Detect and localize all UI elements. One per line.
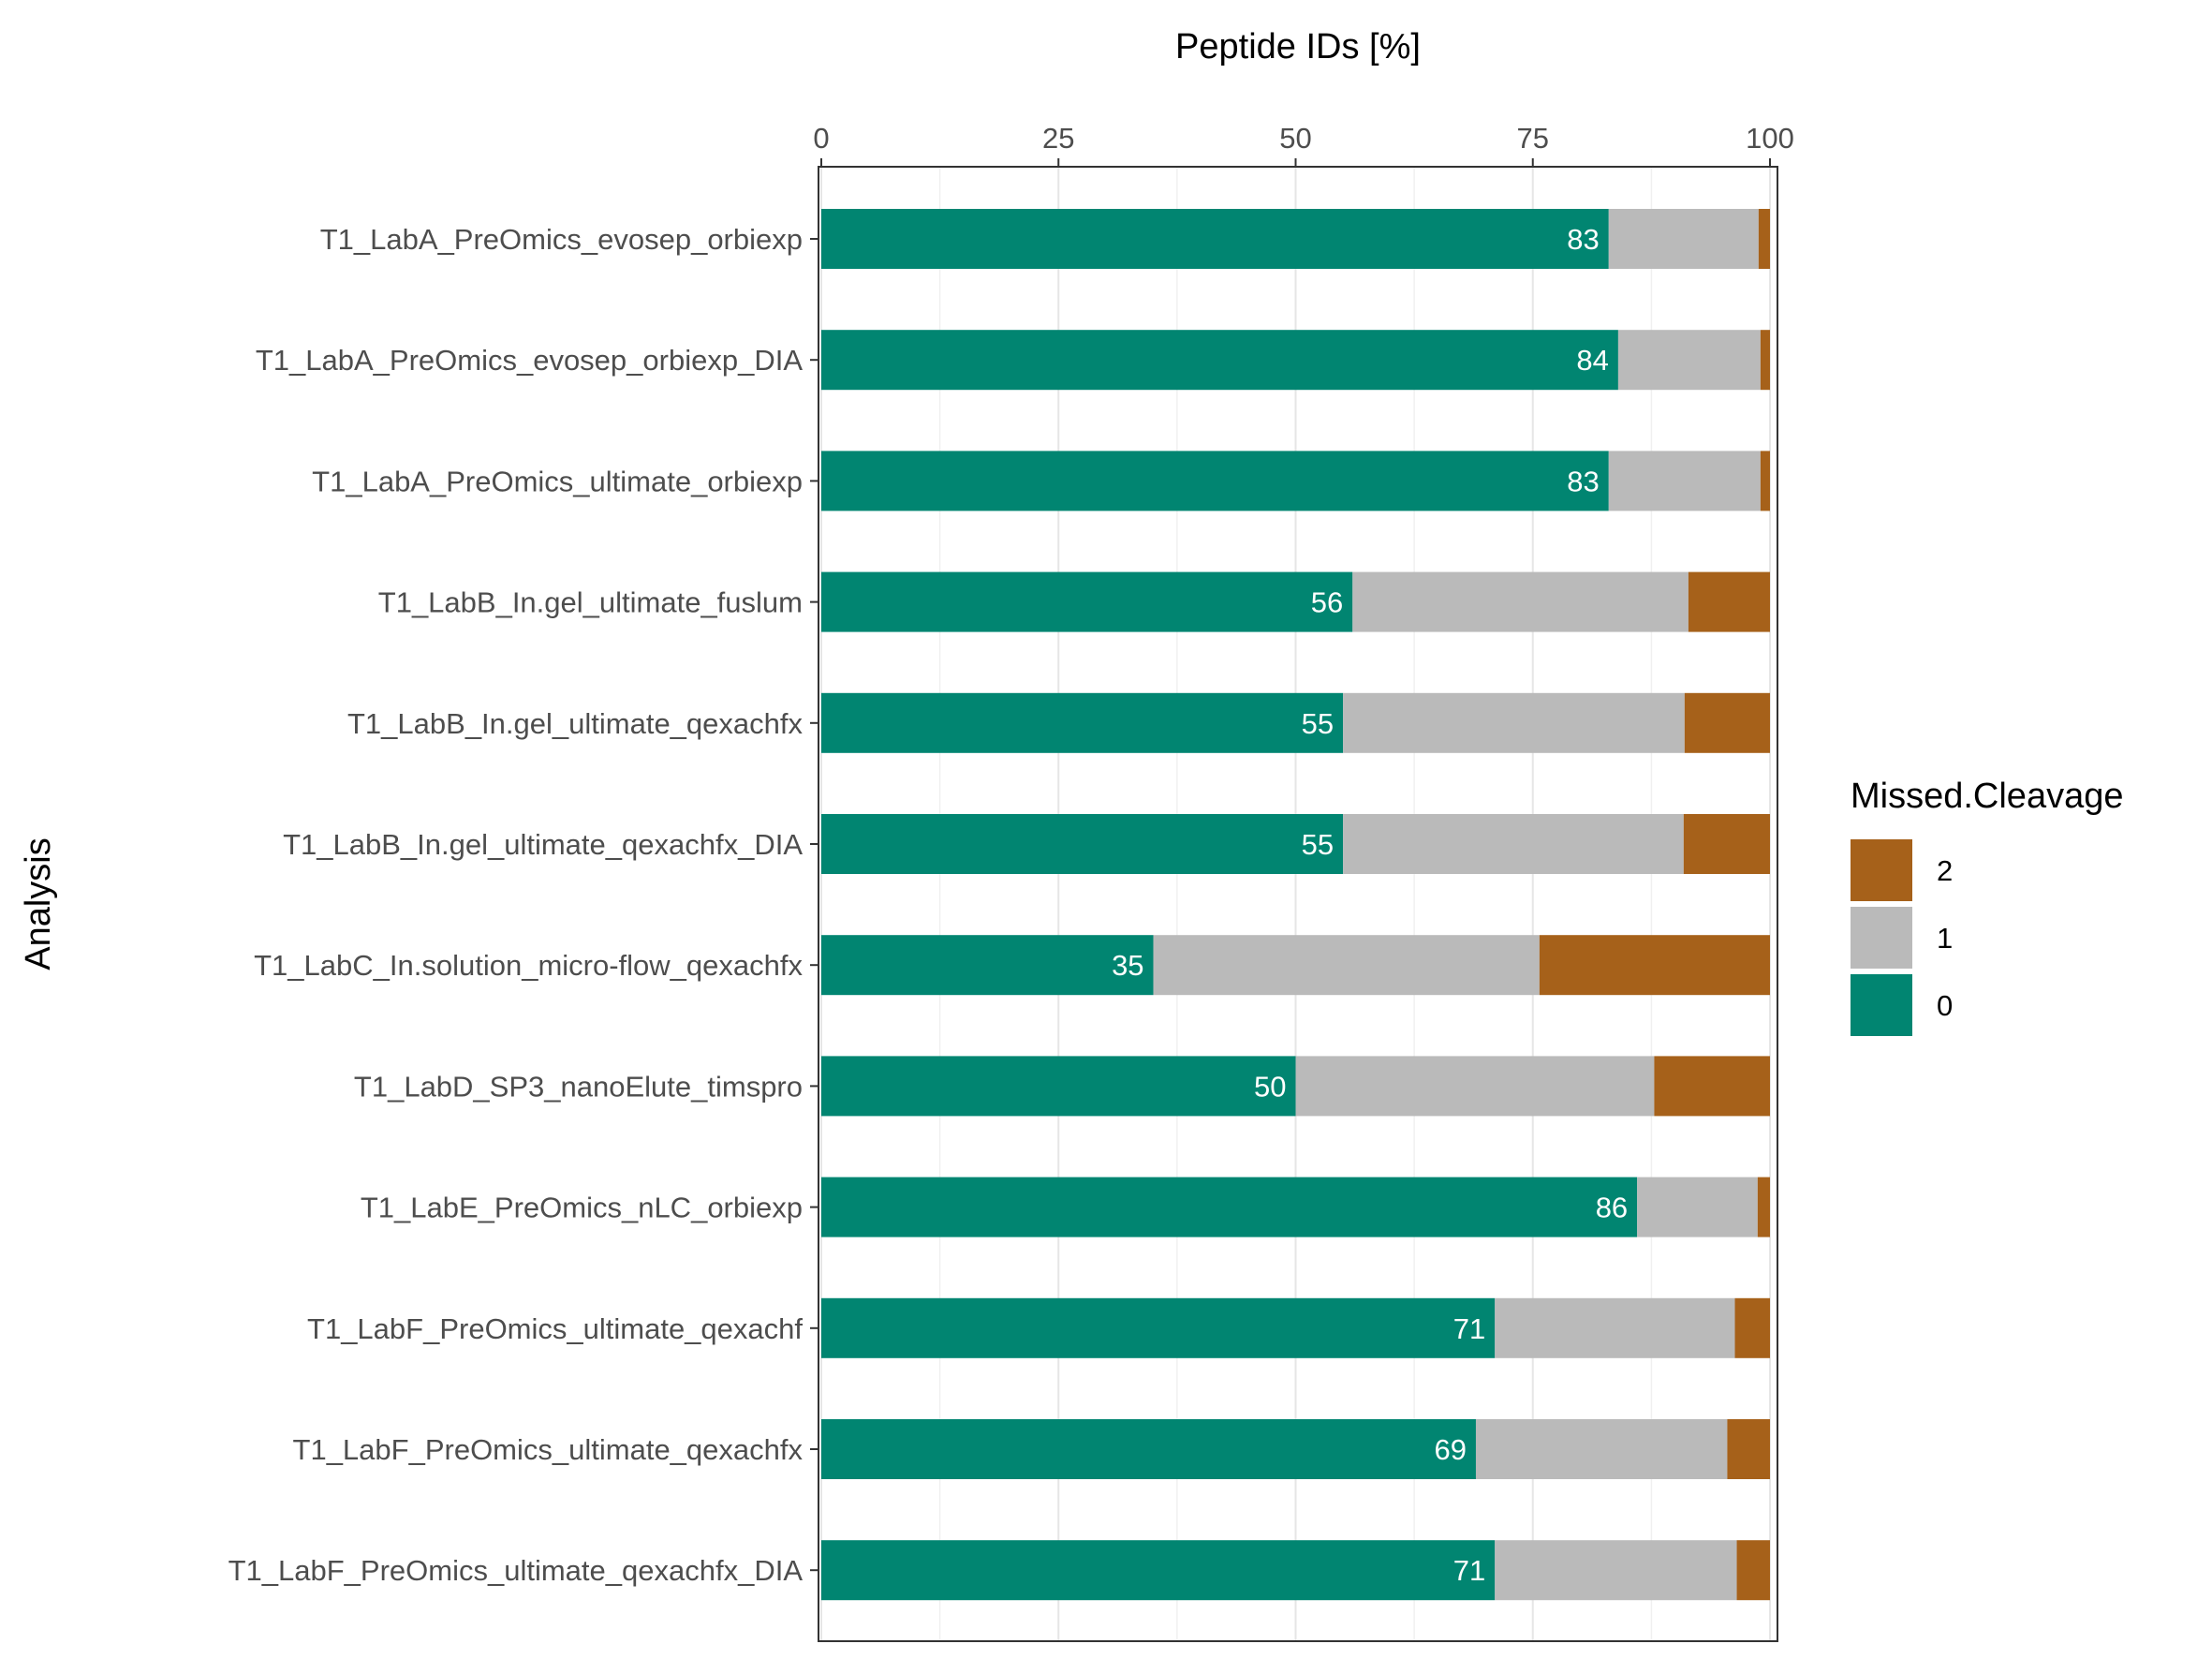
grid-lines	[820, 167, 1771, 1641]
bar-segment-1	[1637, 1177, 1758, 1237]
bar-segment-1	[1495, 1297, 1735, 1358]
y-tick-label: T1_LabA_PreOmics_evosep_orbiexp_DIA	[256, 344, 803, 377]
bar-segment-0	[821, 814, 1344, 874]
bar-segment-0	[821, 1419, 1476, 1479]
bar-value-label: 83	[1567, 223, 1599, 256]
legend-key-0	[1851, 974, 1912, 1036]
legend-label: 2	[1937, 854, 1953, 887]
x-tick-label: 0	[813, 122, 829, 155]
x-tick-label: 25	[1042, 122, 1074, 155]
bar-segment-0	[821, 935, 1154, 996]
y-tick-label: T1_LabF_PreOmics_ultimate_qexachfx	[293, 1433, 804, 1466]
y-tick-label: T1_LabA_PreOmics_ultimate_orbiexp	[312, 465, 803, 497]
bar-value-label: 56	[1311, 586, 1343, 619]
y-tick-label: T1_LabA_PreOmics_evosep_orbiexp	[320, 223, 803, 256]
bar-value-label: 86	[1596, 1192, 1628, 1224]
bar-segment-0	[821, 209, 1609, 269]
legend-label: 0	[1937, 989, 1953, 1022]
bar-value-label: 71	[1453, 1312, 1485, 1345]
y-axis: T1_LabA_PreOmics_evosep_orbiexp T1_LabA_P…	[229, 223, 818, 1587]
bar-segment-2	[1760, 330, 1770, 391]
x-axis-title: Peptide IDs [%]	[1175, 27, 1421, 67]
bar-value-label: 83	[1567, 465, 1599, 497]
y-tick-label: T1_LabB_In.gel_ultimate_qexachfx	[347, 707, 803, 740]
bar-value-label: 50	[1254, 1070, 1286, 1103]
bar-segment-2	[1734, 1297, 1770, 1358]
bar-value-label: 55	[1302, 828, 1334, 861]
bar-segment-0	[821, 1056, 1296, 1117]
bar-segment-2	[1757, 1177, 1770, 1237]
bar-segment-0	[821, 1540, 1496, 1601]
legend-key-2	[1851, 839, 1912, 901]
bar-segment-1	[1495, 1540, 1737, 1601]
y-tick-label: T1_LabF_PreOmics_ultimate_qexachf	[307, 1312, 803, 1345]
bar-segment-2	[1688, 571, 1770, 632]
bar-segment-1	[1153, 935, 1540, 996]
bar-segment-0	[821, 571, 1353, 632]
y-tick-label: T1_LabB_In.gel_ultimate_fuslum	[378, 586, 803, 619]
bar-segment-2	[1727, 1419, 1770, 1479]
bar-segment-1	[1343, 692, 1685, 753]
y-tick-label: T1_LabC_In.solution_micro-flow_qexachfx	[254, 949, 803, 982]
plot-panel-border	[818, 166, 1778, 1642]
legend-key-1	[1851, 907, 1912, 969]
legend-title: Missed.Cleavage	[1851, 777, 2123, 816]
x-tick-label: 75	[1517, 122, 1549, 155]
bar-segment-2	[1736, 1540, 1770, 1601]
y-tick-label: T1_LabE_PreOmics_nLC_orbiexp	[361, 1192, 803, 1224]
bar-value-label: 71	[1453, 1554, 1485, 1587]
x-tick-label: 50	[1279, 122, 1311, 155]
bar-segment-0	[821, 1297, 1496, 1358]
bar-segment-2	[1684, 692, 1770, 753]
bar-segment-2	[1758, 209, 1770, 269]
bar-segment-0	[821, 1177, 1638, 1237]
bar-segment-1	[1608, 451, 1761, 511]
bar-value-label: 84	[1576, 344, 1608, 377]
bar-segment-0	[821, 692, 1344, 753]
bar-value-label: 35	[1112, 949, 1143, 982]
bar-segment-1	[1617, 330, 1761, 391]
bar-value-label: 55	[1302, 707, 1334, 740]
bar-segment-1	[1608, 209, 1759, 269]
y-axis-title: Analysis	[19, 837, 58, 970]
bar-segment-1	[1352, 571, 1688, 632]
y-tick-label: T1_LabB_In.gel_ultimate_qexachfx_DIA	[283, 828, 803, 861]
bar-segment-2	[1654, 1056, 1770, 1117]
bar-segment-0	[821, 330, 1618, 391]
bar-segment-2	[1539, 935, 1770, 996]
bar-segment-2	[1760, 451, 1770, 511]
legend-label: 1	[1937, 922, 1953, 955]
legend: Missed.Cleavage 2 1 0	[1851, 777, 2123, 1036]
bar-segment-0	[821, 451, 1609, 511]
x-tick-label: 100	[1746, 122, 1794, 155]
bar-segment-1	[1343, 814, 1684, 874]
bars: 83 84 83 56 55 55 35 50 86 71 69 71	[821, 209, 1770, 1601]
bar-segment-1	[1295, 1056, 1655, 1117]
y-tick-label: T1_LabF_PreOmics_ultimate_qexachfx_DIA	[229, 1554, 804, 1587]
x-axis: 0 25 50 75 100	[813, 122, 1794, 167]
bar-segment-1	[1475, 1419, 1728, 1479]
bar-value-label: 69	[1434, 1433, 1466, 1466]
y-tick-label: T1_LabD_SP3_nanoElute_timspro	[354, 1070, 803, 1103]
bar-segment-2	[1683, 814, 1770, 874]
